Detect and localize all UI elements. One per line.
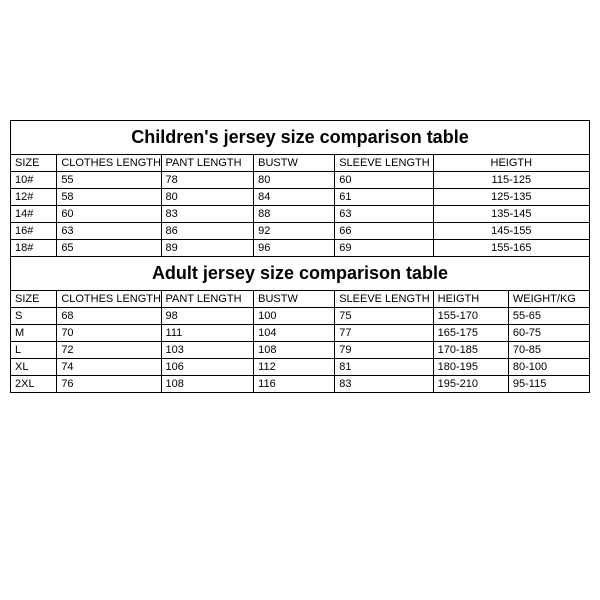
children-title-row: Children's jersey size comparison table	[11, 121, 590, 155]
cell: 155-165	[433, 240, 589, 257]
cell: 116	[254, 376, 335, 393]
cell: 77	[335, 325, 433, 342]
cell: 165-175	[433, 325, 508, 342]
children-title: Children's jersey size comparison table	[11, 121, 590, 155]
cell: 16#	[11, 223, 57, 240]
col-pant-label: PANT LENGTH	[161, 291, 254, 308]
col-clothes-label: CLOTHES LENGTH	[57, 291, 161, 308]
col-bustw-label: BUSTW	[254, 291, 335, 308]
cell: 83	[335, 376, 433, 393]
cell: 80-100	[508, 359, 589, 376]
col-pant-label: PANT LENGTH	[161, 155, 254, 172]
cell: 80	[161, 189, 254, 206]
table-row: 10# 55 78 80 60 115-125	[11, 172, 590, 189]
cell: 58	[57, 189, 161, 206]
adult-title: Adult jersey size comparison table	[11, 257, 590, 291]
cell: 10#	[11, 172, 57, 189]
table-row: 18# 65 89 96 69 155-165	[11, 240, 590, 257]
cell: 95-115	[508, 376, 589, 393]
table-row: 14# 60 83 88 63 135-145	[11, 206, 590, 223]
cell: 63	[57, 223, 161, 240]
size-table: Children's jersey size comparison table …	[10, 120, 590, 393]
cell: 135-145	[433, 206, 589, 223]
cell: 106	[161, 359, 254, 376]
cell: 66	[335, 223, 433, 240]
cell: 180-195	[433, 359, 508, 376]
cell: 100	[254, 308, 335, 325]
table-row: 16# 63 86 92 66 145-155	[11, 223, 590, 240]
cell: 155-170	[433, 308, 508, 325]
children-header-row: SIZE CLOTHES LENGTH PANT LENGTH BUSTW SL…	[11, 155, 590, 172]
cell: 92	[254, 223, 335, 240]
cell: 70-85	[508, 342, 589, 359]
col-size-label: SIZE	[11, 155, 57, 172]
cell: 84	[254, 189, 335, 206]
cell: 83	[161, 206, 254, 223]
adult-header-row: SIZE CLOTHES LENGTH PANT LENGTH BUSTW SL…	[11, 291, 590, 308]
cell: 103	[161, 342, 254, 359]
cell: 60	[57, 206, 161, 223]
cell: 145-155	[433, 223, 589, 240]
cell: 80	[254, 172, 335, 189]
cell: 112	[254, 359, 335, 376]
cell: 18#	[11, 240, 57, 257]
cell: 96	[254, 240, 335, 257]
col-clothes-label: CLOTHES LENGTH	[57, 155, 161, 172]
cell: 170-185	[433, 342, 508, 359]
cell: 65	[57, 240, 161, 257]
col-sleeve-label: SLEEVE LENGTH	[335, 155, 433, 172]
cell: 72	[57, 342, 161, 359]
col-weight-label: WEIGHT/KG	[508, 291, 589, 308]
cell: 88	[254, 206, 335, 223]
cell: 61	[335, 189, 433, 206]
cell: S	[11, 308, 57, 325]
cell: 60-75	[508, 325, 589, 342]
cell: 98	[161, 308, 254, 325]
table-row: S 68 98 100 75 155-170 55-65	[11, 308, 590, 325]
cell: 111	[161, 325, 254, 342]
table-row: 2XL 76 108 116 83 195-210 95-115	[11, 376, 590, 393]
size-table-wrap: Children's jersey size comparison table …	[0, 0, 600, 393]
col-bustw-label: BUSTW	[254, 155, 335, 172]
cell: 125-135	[433, 189, 589, 206]
cell: 55	[57, 172, 161, 189]
cell: 76	[57, 376, 161, 393]
col-size-label: SIZE	[11, 291, 57, 308]
cell: 14#	[11, 206, 57, 223]
cell: 69	[335, 240, 433, 257]
col-height-label: HEIGTH	[433, 155, 589, 172]
cell: 74	[57, 359, 161, 376]
cell: 195-210	[433, 376, 508, 393]
cell: 55-65	[508, 308, 589, 325]
cell: 115-125	[433, 172, 589, 189]
cell: 86	[161, 223, 254, 240]
cell: 78	[161, 172, 254, 189]
table-row: 12# 58 80 84 61 125-135	[11, 189, 590, 206]
cell: 2XL	[11, 376, 57, 393]
cell: 108	[254, 342, 335, 359]
cell: 63	[335, 206, 433, 223]
cell: 70	[57, 325, 161, 342]
cell: L	[11, 342, 57, 359]
table-row: M 70 111 104 77 165-175 60-75	[11, 325, 590, 342]
cell: 75	[335, 308, 433, 325]
cell: M	[11, 325, 57, 342]
cell: 60	[335, 172, 433, 189]
cell: 108	[161, 376, 254, 393]
cell: XL	[11, 359, 57, 376]
col-sleeve-label: SLEEVE LENGTH	[335, 291, 433, 308]
col-height-label: HEIGTH	[433, 291, 508, 308]
cell: 68	[57, 308, 161, 325]
cell: 81	[335, 359, 433, 376]
cell: 89	[161, 240, 254, 257]
cell: 104	[254, 325, 335, 342]
adult-title-row: Adult jersey size comparison table	[11, 257, 590, 291]
table-row: L 72 103 108 79 170-185 70-85	[11, 342, 590, 359]
cell: 79	[335, 342, 433, 359]
table-row: XL 74 106 112 81 180-195 80-100	[11, 359, 590, 376]
cell: 12#	[11, 189, 57, 206]
